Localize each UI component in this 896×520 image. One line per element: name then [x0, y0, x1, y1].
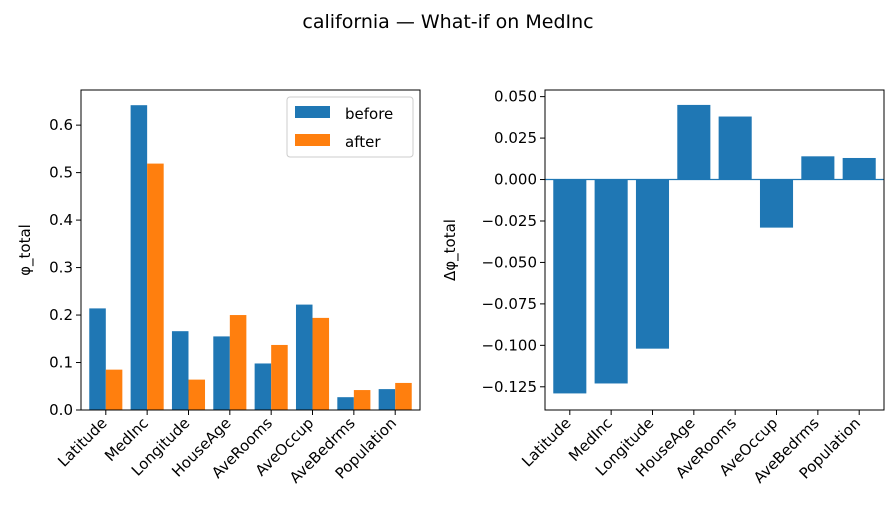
delta-bar-houseage: [677, 104, 711, 180]
right-y-tick-label: 0.000: [494, 171, 537, 189]
bar-after-averooms: [271, 344, 288, 410]
right-y-tick-label: 0.025: [494, 129, 537, 147]
left-y-ticks: 0.0 0.1 0.2 0.3 0.4 0.5 0.6: [49, 116, 81, 419]
left-y-tick-label: 0.4: [49, 211, 73, 229]
left-y-tick-label: 0.2: [49, 306, 73, 324]
right-y-tick-label: 0.050: [494, 88, 537, 106]
right-bars: [553, 104, 876, 394]
bar-before-medinc: [130, 105, 148, 411]
delta-bar-population: [842, 157, 876, 180]
right-y-tick-label: −0.100: [481, 336, 537, 354]
bar-after-longitude: [188, 379, 206, 410]
left-x-ticks: LatitudeMedIncLongitudeHouseAgeAveRoomsA…: [54, 410, 400, 487]
bar-before-longitude: [171, 331, 189, 410]
legend-label-before: before: [345, 105, 393, 123]
right-y-tick-label: −0.075: [481, 295, 537, 313]
bar-after-latitude: [105, 369, 123, 410]
right-x-ticks: LatitudeMedIncLongitudeHouseAgeAveRoomsA…: [518, 410, 864, 487]
left-x-tick-label: Latitude: [54, 414, 110, 470]
bar-after-houseage: [229, 315, 247, 410]
bar-before-population: [378, 389, 396, 410]
delta-bar-averooms: [718, 116, 752, 180]
delta-bar-avebedrms: [801, 156, 835, 180]
delta-bar-aveoccup: [759, 179, 794, 228]
legend-label-after: after: [345, 133, 381, 151]
legend-swatch-before: [295, 106, 330, 118]
bar-before-latitude: [89, 308, 106, 410]
left-axes-frame: [80, 89, 421, 411]
bar-before-houseage: [213, 336, 230, 410]
right-y-axis-label: Δφ_total: [441, 219, 460, 281]
bar-after-population: [395, 382, 412, 410]
delta-bar-longitude: [635, 179, 670, 349]
bar-before-aveoccup: [295, 304, 313, 410]
bar-after-medinc: [147, 163, 164, 410]
delta-panel: −0.125 −0.100 −0.075 −0.050 −0.025 0.000 0.025…: [441, 88, 885, 487]
left-bars: [89, 105, 412, 411]
legend-swatch-after: [295, 134, 330, 146]
left-y-tick-label: 0.5: [49, 164, 73, 182]
right-y-tick-label: −0.050: [481, 253, 537, 271]
legend: before after: [286, 96, 414, 158]
delta-bar-latitude: [553, 179, 587, 394]
bar-before-avebedrms: [337, 397, 354, 410]
left-y-tick-label: 0.3: [49, 259, 73, 277]
bar-after-avebedrms: [353, 390, 371, 410]
left-y-tick-label: 0.0: [49, 401, 73, 419]
before-after-panel: 0.0 0.1 0.2 0.3 0.4 0.5 0.6 LatitudeMedIncLong…: [16, 89, 421, 487]
delta-bar-medinc: [594, 179, 628, 384]
figure-suptitle: california — What-if on MedInc: [302, 11, 593, 33]
right-y-tick-label: −0.025: [481, 212, 537, 230]
bar-after-aveoccup: [312, 317, 330, 410]
left-y-axis-label: φ_total: [16, 224, 35, 276]
right-x-tick-label: Latitude: [518, 414, 574, 470]
right-y-ticks: −0.125 −0.100 −0.075 −0.050 −0.025 0.000 0.025…: [481, 88, 545, 396]
right-axes-frame: [544, 89, 885, 411]
left-y-tick-label: 0.6: [49, 116, 73, 134]
left-y-tick-label: 0.1: [49, 354, 73, 372]
bar-before-averooms: [254, 363, 272, 410]
right-y-tick-label: −0.125: [481, 378, 537, 396]
